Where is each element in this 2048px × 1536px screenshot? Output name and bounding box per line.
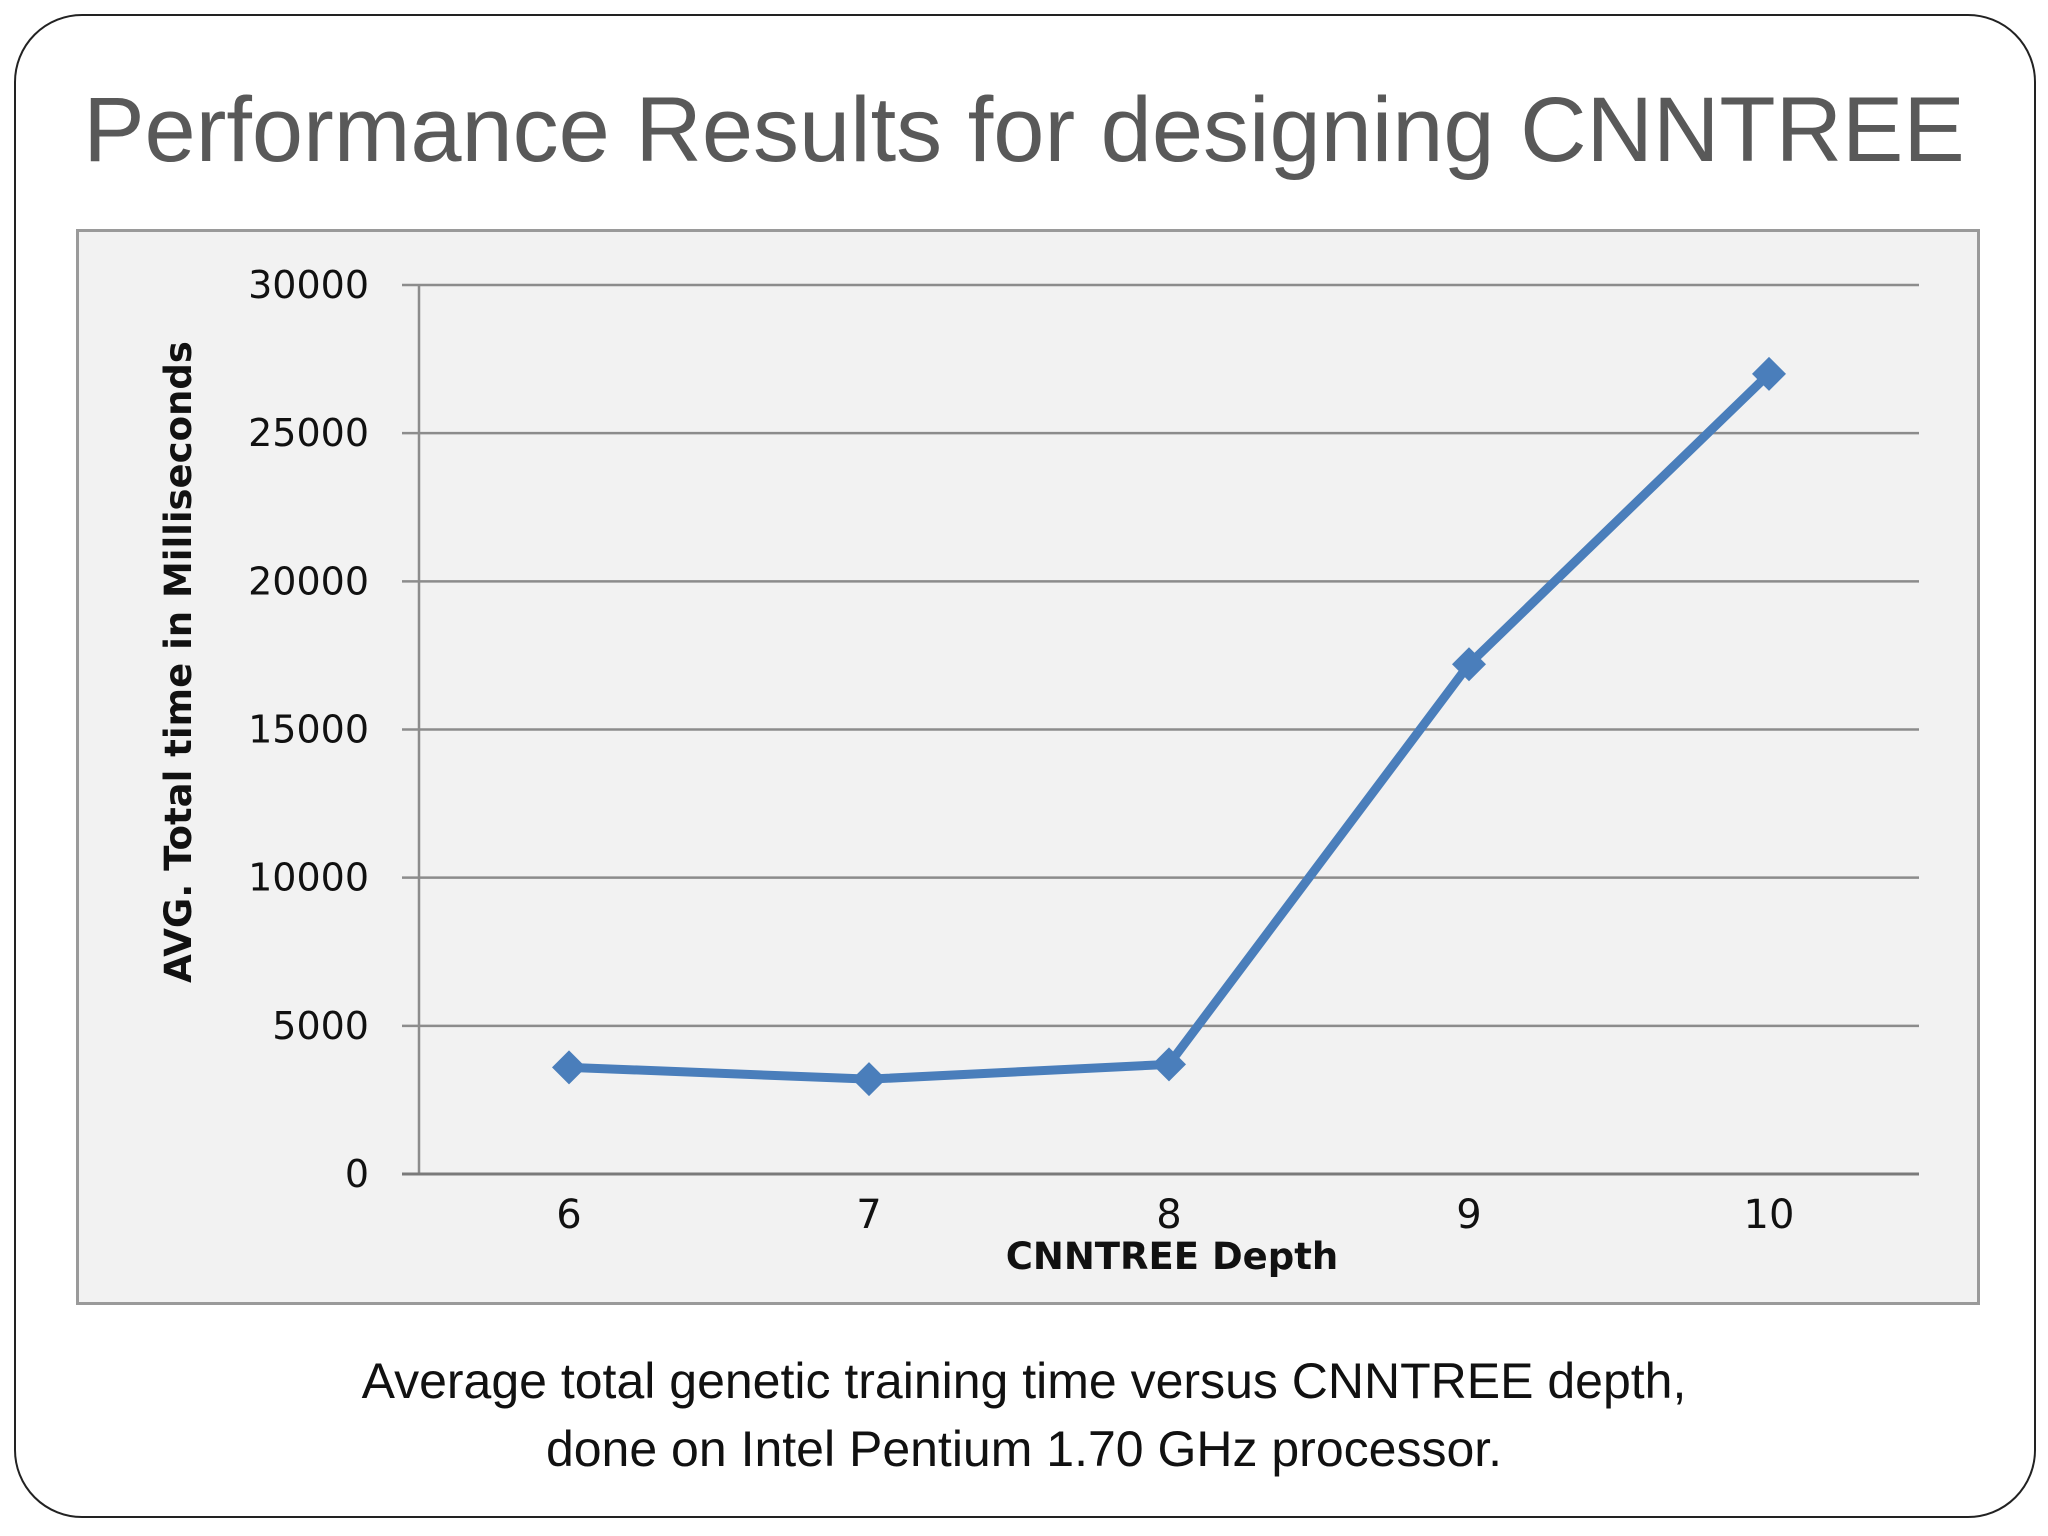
y-tick-label: 15000 <box>248 708 369 752</box>
series-line <box>564 369 1774 1084</box>
data-point <box>1152 1047 1186 1082</box>
x-axis-title: CNNTREE Depth <box>1006 1235 1339 1278</box>
x-tick-label: 10 <box>1744 1192 1795 1238</box>
series-layer <box>552 356 1786 1097</box>
y-tick-label: 25000 <box>248 411 369 455</box>
y-tick-label: 20000 <box>248 559 369 603</box>
y-tick-label: 5000 <box>272 1004 369 1048</box>
data-point <box>1752 356 1786 391</box>
x-tick-label: 7 <box>856 1192 881 1238</box>
data-point <box>552 1050 586 1085</box>
figure-caption-line-2: done on Intel Pentium 1.70 GHz processor… <box>545 1421 1503 1477</box>
y-tick-label: 10000 <box>248 856 369 900</box>
chart-panel: 0 5000 10000 15000 20000 25000 30000 6 7 8 9 10 CN… <box>76 229 1980 1305</box>
x-tick-labels: 6 7 8 9 10 <box>556 1192 1794 1238</box>
y-tick-labels: 0 5000 10000 15000 20000 25000 30000 <box>248 263 369 1196</box>
y-tick-label: 0 <box>345 1152 369 1196</box>
x-tick-label: 6 <box>556 1192 581 1238</box>
gridlines <box>402 283 1919 1028</box>
y-axis-title: AVG. Total time in Milliseconds <box>157 341 200 983</box>
data-point <box>852 1062 886 1097</box>
axes <box>402 285 1919 1176</box>
slide-title: Performance Results for designing CNNTRE… <box>83 79 1965 181</box>
figure-caption-line-1: Average total genetic training time vers… <box>361 1353 1687 1409</box>
line-chart: 0 5000 10000 15000 20000 25000 30000 6 7 8 9 10 CN… <box>157 263 1919 1278</box>
x-tick-label: 8 <box>1156 1192 1181 1238</box>
x-tick-label: 9 <box>1456 1192 1481 1238</box>
data-point <box>1452 647 1486 682</box>
y-tick-label: 30000 <box>248 263 369 307</box>
